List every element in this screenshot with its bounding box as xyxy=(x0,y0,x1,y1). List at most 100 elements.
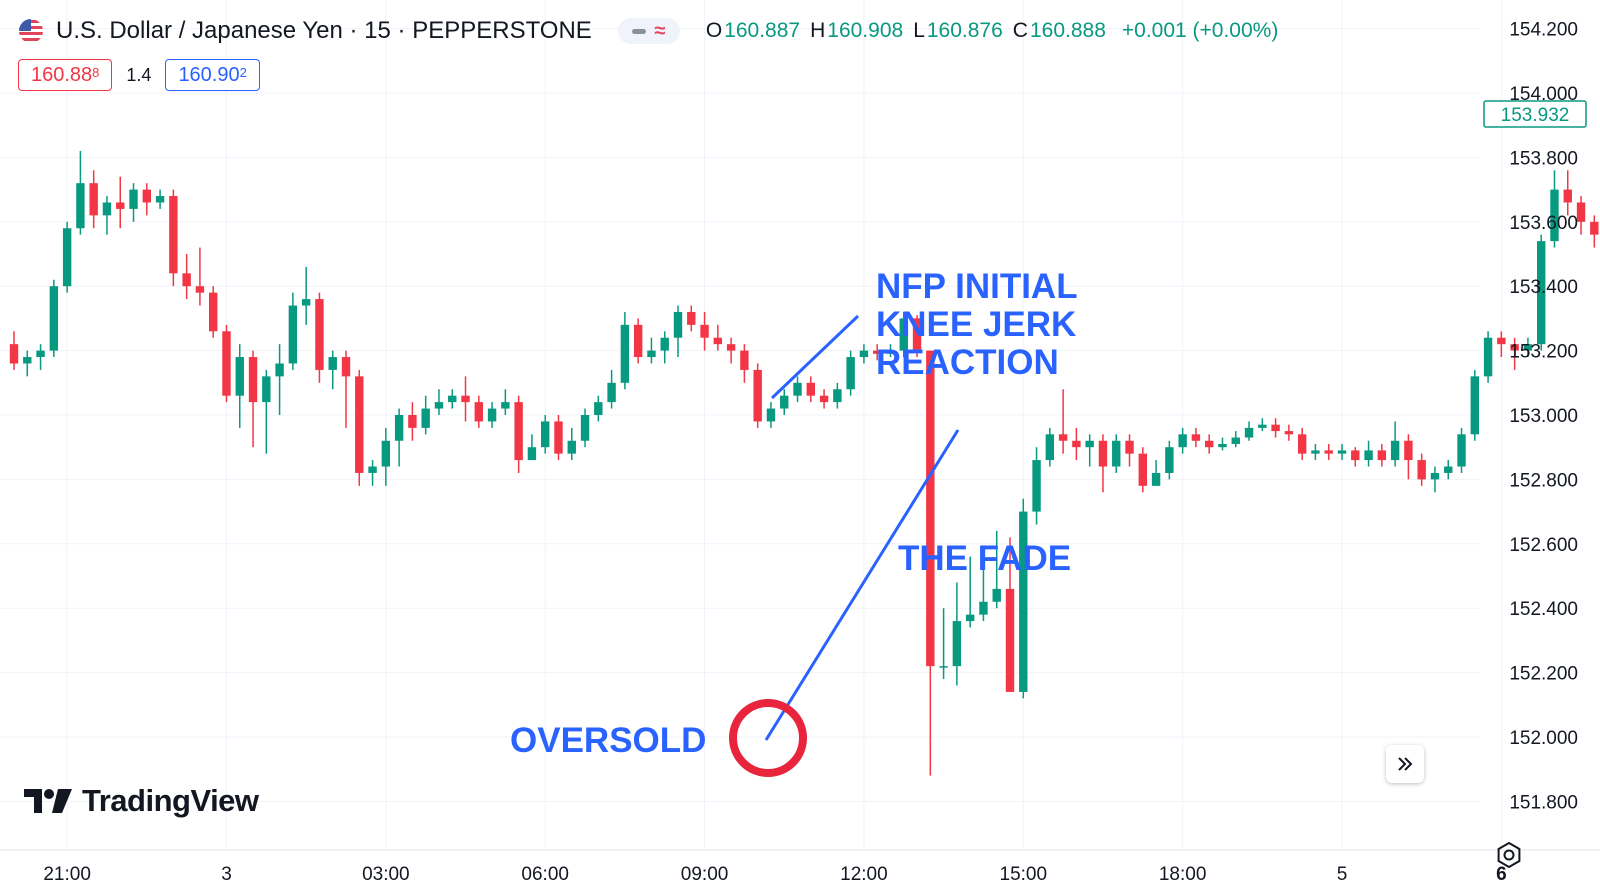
candle-body xyxy=(647,350,656,358)
y-tick-label: 154.000 xyxy=(1509,84,1578,105)
y-tick-label: 153.400 xyxy=(1509,277,1578,298)
candle-body xyxy=(1284,431,1294,435)
buy-price-main: 160.90 xyxy=(178,63,240,86)
candle-body xyxy=(155,196,165,203)
candle-body xyxy=(952,621,962,667)
candle-body xyxy=(301,299,311,306)
axes: 154.200 154.000 153.800 153.600 153.400 153.2… xyxy=(0,20,1600,885)
x-tick-label: 6 xyxy=(1496,864,1507,885)
candle-body xyxy=(1178,434,1187,448)
y-tick-label: 152.200 xyxy=(1509,664,1578,685)
candle-body xyxy=(833,389,842,403)
candle-body xyxy=(288,305,298,364)
candle-body xyxy=(222,331,231,396)
candle-body xyxy=(408,415,417,428)
candle-body xyxy=(49,286,59,351)
candle-body xyxy=(819,395,829,403)
y-tick-label: 152.800 xyxy=(1509,470,1578,491)
candle-body xyxy=(355,376,364,473)
y-tick-label: 152.000 xyxy=(1509,728,1578,749)
oversold-circle xyxy=(729,699,807,777)
double-chevron-right-icon xyxy=(1398,757,1413,771)
candle-body xyxy=(660,337,669,351)
nfp-label-line-3: REACTION xyxy=(876,343,1059,382)
candle-body xyxy=(1218,443,1227,448)
candle-body xyxy=(421,408,430,428)
x-tick-label: 03:00 xyxy=(362,864,410,885)
candle-body xyxy=(1337,450,1347,454)
oversold-label: OVERSOLD xyxy=(510,721,706,760)
tradingview-logo-text: TradingView xyxy=(82,783,259,818)
buy-price-pip: 2 xyxy=(239,64,247,80)
candle-body xyxy=(846,357,855,390)
candle-body xyxy=(1205,440,1214,448)
y-tick-label: 153.600 xyxy=(1509,213,1578,234)
current-price-box xyxy=(1483,100,1587,128)
candle-body xyxy=(1045,434,1055,461)
candle-body xyxy=(9,344,19,364)
ohlc-low: L160.876 xyxy=(913,19,1003,42)
ohlc-open: O160.887 xyxy=(705,19,801,42)
x-tick-label: 5 xyxy=(1337,864,1348,885)
candle-body xyxy=(1098,440,1108,467)
candle-body xyxy=(1125,440,1134,454)
candle-body xyxy=(248,357,258,403)
candle-body xyxy=(1258,424,1267,428)
y-tick-label: 151.800 xyxy=(1509,792,1578,813)
buy-price-button[interactable]: 160.90 2 xyxy=(165,59,260,91)
candle-body xyxy=(700,324,709,338)
candle-body xyxy=(1523,344,1533,351)
candle-body xyxy=(1085,440,1094,448)
candle-body xyxy=(1244,427,1254,438)
candle-body xyxy=(1497,337,1506,345)
candle-body xyxy=(912,318,922,351)
chart-header: U.S. Dollar / Japanese Yen · 15 · PEPPER… xyxy=(18,14,1278,48)
candle-body xyxy=(195,286,205,293)
candle-body xyxy=(859,350,869,358)
candle-body xyxy=(766,408,776,422)
candle-body xyxy=(965,614,975,622)
candle-body xyxy=(474,402,483,422)
candle-body xyxy=(1151,472,1161,486)
candle-body xyxy=(1058,434,1068,441)
candle-body xyxy=(926,350,935,667)
candle-body xyxy=(594,402,603,415)
candle-body xyxy=(182,273,191,287)
indicator-toggle[interactable]: ≈ xyxy=(617,18,680,44)
sell-price-button[interactable]: 160.88 8 xyxy=(18,59,113,91)
settings-icon[interactable] xyxy=(1494,840,1524,870)
y-tick-label: 153.800 xyxy=(1509,148,1578,169)
x-tick-label: 21:00 xyxy=(43,864,91,885)
candle-body xyxy=(886,350,895,354)
candle-body xyxy=(235,357,244,396)
candle-body xyxy=(461,395,470,403)
candle-body xyxy=(394,415,404,441)
candle-body xyxy=(341,357,351,377)
approx-icon: ≈ xyxy=(654,20,666,42)
candle-body xyxy=(1138,453,1147,486)
candle-body xyxy=(753,369,762,422)
symbol-title[interactable]: U.S. Dollar / Japanese Yen · 15 · PEPPER… xyxy=(56,17,592,44)
candle-body xyxy=(487,408,497,422)
sell-price-main: 160.88 xyxy=(31,63,93,86)
candle-body xyxy=(129,189,138,209)
candle-body xyxy=(448,395,457,403)
candle-body xyxy=(1510,344,1519,351)
candle-body xyxy=(1364,450,1373,461)
candle-body xyxy=(1351,450,1360,461)
candle-body xyxy=(142,189,151,203)
candle-body xyxy=(939,666,948,668)
candle-body xyxy=(793,382,802,396)
tradingview-logo[interactable]: TradingView xyxy=(24,783,259,819)
x-tick-label: 09:00 xyxy=(681,864,729,885)
ohlc-change: +0.001 (+0.00%) xyxy=(1121,19,1279,42)
candle-body xyxy=(209,292,218,332)
scroll-to-realtime-button[interactable] xyxy=(1386,745,1424,783)
quote-row: 160.88 8 1.4 160.90 2 xyxy=(18,57,260,93)
candle-body xyxy=(1231,437,1240,444)
candle-body xyxy=(1457,434,1466,467)
us-flag-icon xyxy=(19,19,43,43)
nfp-pointer-line xyxy=(770,314,860,400)
candle-body xyxy=(992,588,1001,602)
